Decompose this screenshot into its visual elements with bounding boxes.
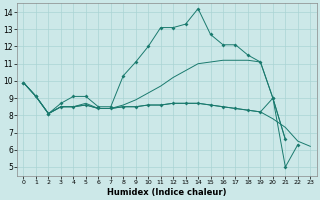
X-axis label: Humidex (Indice chaleur): Humidex (Indice chaleur) xyxy=(107,188,227,197)
